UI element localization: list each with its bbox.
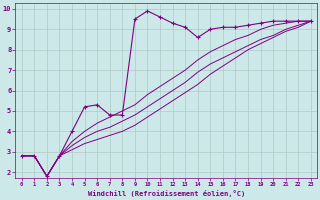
X-axis label: Windchill (Refroidissement éolien,°C): Windchill (Refroidissement éolien,°C) xyxy=(88,190,245,197)
